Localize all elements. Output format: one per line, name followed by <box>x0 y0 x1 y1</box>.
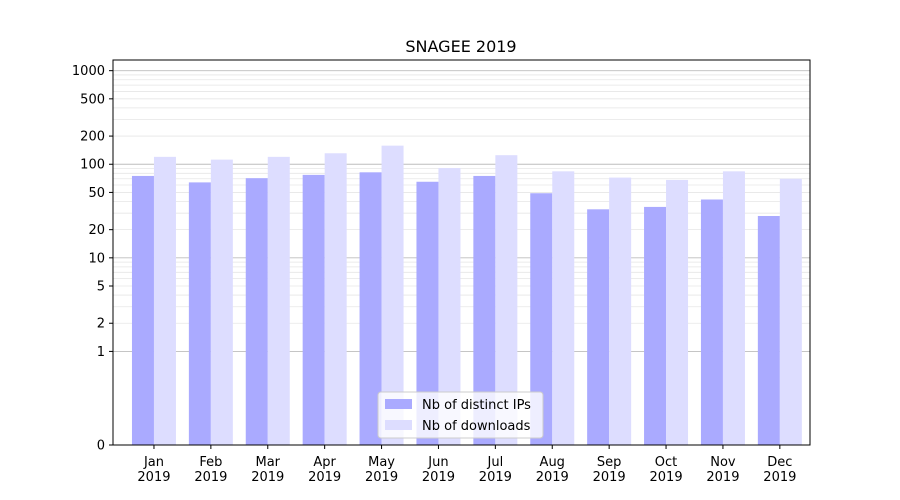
x-tick-label: 2019 <box>479 470 512 485</box>
x-tick-label: 2019 <box>137 470 170 485</box>
bar-downloads <box>495 155 518 445</box>
x-tick-label: Jun <box>427 455 448 470</box>
plot-frame <box>112 59 811 446</box>
legend-swatch <box>385 399 412 409</box>
bar-distinct-ips <box>245 178 268 445</box>
y-tick-label: 500 <box>80 92 105 107</box>
bar-downloads <box>609 177 632 446</box>
y-axis: 0 1 2 5 10 20 50 100 200 500 1000 <box>72 64 113 454</box>
x-tick-label: Aug <box>540 455 565 470</box>
x-tick-label: Mar <box>255 455 280 470</box>
x-tick-label: Feb <box>199 455 222 470</box>
x-tick-label: Jul <box>487 455 504 470</box>
bar-distinct-ips <box>587 209 610 445</box>
y-tick-label: 1 <box>97 345 105 360</box>
bar-distinct-ips <box>757 215 780 445</box>
y-tick-label: 200 <box>80 130 105 145</box>
x-tick-label: 2019 <box>365 470 398 485</box>
x-tick-label: 2019 <box>536 470 569 485</box>
x-tick-label: 2019 <box>422 470 455 485</box>
y-tick-label: 0 <box>97 439 105 454</box>
x-tick-label: Nov <box>710 455 736 470</box>
y-tick-label: 2 <box>97 317 105 332</box>
bar-downloads <box>153 156 176 446</box>
bar-distinct-ips <box>302 174 325 445</box>
x-tick-label: Oct <box>655 455 677 470</box>
bar-distinct-ips <box>530 193 553 445</box>
x-tick-label: Apr <box>313 455 336 470</box>
bar-distinct-ips <box>473 175 496 445</box>
x-tick-label: 2019 <box>194 470 227 485</box>
bars <box>131 145 802 446</box>
bar-distinct-ips <box>131 175 154 445</box>
bar-distinct-ips <box>188 182 211 445</box>
bar-downloads <box>779 178 802 446</box>
bar-distinct-ips <box>644 206 667 445</box>
legend: Nb of distinct IPs Nb of downloads <box>377 391 544 439</box>
bar-downloads <box>267 156 290 446</box>
bar-downloads <box>324 153 347 445</box>
x-tick-label: 2019 <box>650 470 683 485</box>
y-tick-label: 1000 <box>72 64 105 79</box>
y-tick-label: 20 <box>88 223 105 238</box>
x-tick-label: 2019 <box>308 470 341 485</box>
x-tick-label: 2019 <box>763 470 796 485</box>
chart-title: SNAGEE 2019 <box>405 37 516 56</box>
bar-distinct-ips <box>359 172 382 446</box>
bar-downloads <box>381 145 404 445</box>
y-tick-label: 50 <box>88 186 105 201</box>
bar-distinct-ips <box>700 199 723 445</box>
y-tick-label: 10 <box>88 251 105 266</box>
x-tick-label: Dec <box>767 455 792 470</box>
x-tick-label: May <box>368 455 395 470</box>
bar-downloads <box>552 171 575 445</box>
legend-box <box>377 391 544 439</box>
x-axis: Jan2019Feb2019Mar2019Apr2019May2019Jun20… <box>137 445 796 485</box>
x-tick-label: 2019 <box>706 470 739 485</box>
x-tick-label: 2019 <box>251 470 284 485</box>
bar-downloads <box>666 179 689 445</box>
bar-downloads <box>722 171 745 445</box>
legend-label: Nb of downloads <box>422 419 531 434</box>
y-tick-label: 5 <box>97 280 105 295</box>
y-tick-label: 100 <box>80 158 105 173</box>
legend-swatch <box>385 420 412 430</box>
x-tick-label: 2019 <box>593 470 626 485</box>
legend-label: Nb of distinct IPs <box>422 398 531 413</box>
bar-downloads <box>210 159 233 445</box>
bar-downloads <box>438 168 461 445</box>
x-tick-label: Jan <box>143 455 164 470</box>
x-tick-label: Sep <box>597 455 622 470</box>
bar-distinct-ips <box>416 181 439 446</box>
